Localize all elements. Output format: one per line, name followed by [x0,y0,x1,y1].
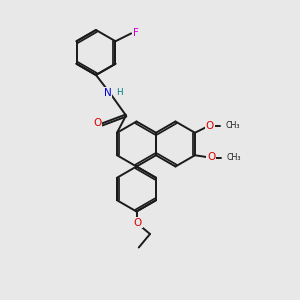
Text: CH₃: CH₃ [227,153,241,162]
Text: O: O [93,118,102,128]
Text: O: O [206,121,214,131]
Text: N: N [104,88,112,98]
Text: O: O [207,152,215,163]
Text: CH₃: CH₃ [226,122,240,130]
Text: O: O [134,218,142,228]
Text: F: F [133,28,139,38]
Text: H: H [116,88,123,97]
